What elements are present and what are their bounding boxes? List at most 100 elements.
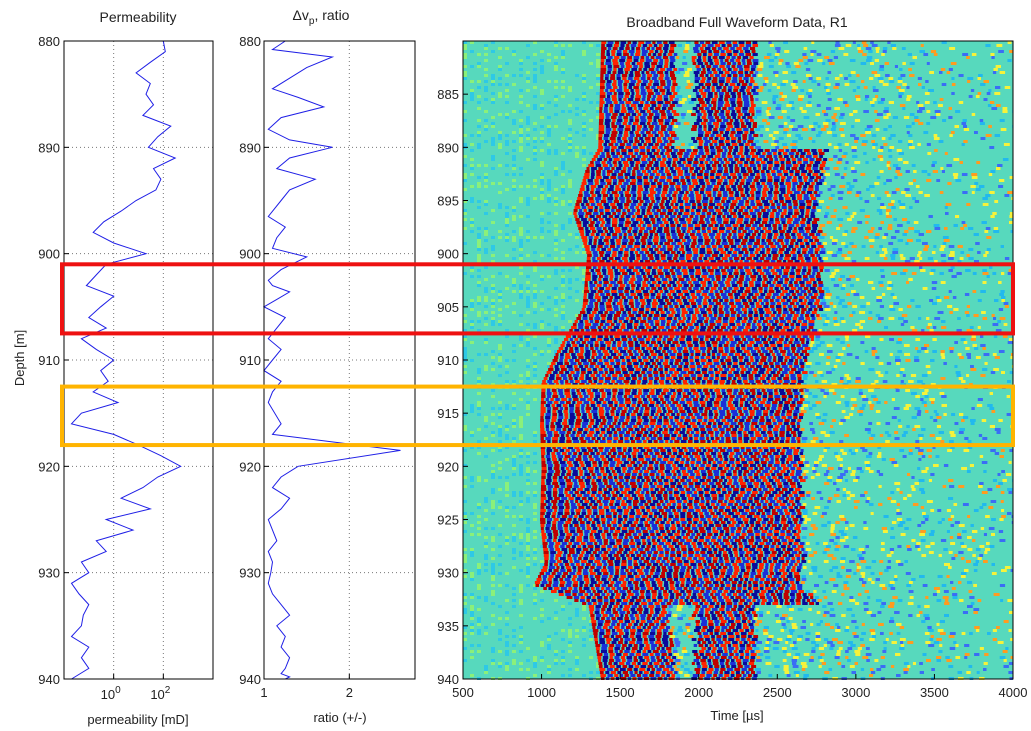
waveform-stripe (840, 275, 846, 278)
waveform-stripe (737, 317, 743, 320)
waveform-stripe (951, 92, 955, 95)
waveform-stripe (750, 203, 755, 206)
waveform-stripe (661, 92, 665, 95)
waveform-stripe (729, 83, 736, 86)
waveform-stripe (828, 143, 832, 146)
waveform-stripe (950, 251, 955, 254)
waveform-stripe (703, 299, 707, 302)
waveform-stripe (665, 215, 669, 218)
waveform-stripe (616, 203, 623, 206)
waveform-stripe (751, 326, 757, 329)
waveform-stripe (775, 305, 782, 308)
waveform-stripe (772, 137, 776, 140)
noise-cell (575, 98, 579, 101)
waveform-stripe (932, 302, 937, 305)
waveform-stripe (671, 200, 677, 203)
waveform-stripe (882, 83, 889, 86)
waveform-stripe (644, 137, 651, 140)
waveform-stripe (729, 296, 734, 299)
waveform-stripe (812, 167, 818, 170)
waveform-stripe (742, 95, 749, 98)
waveform-stripe (583, 191, 589, 194)
waveform-stripe (986, 248, 991, 251)
waveform-stripe (657, 269, 662, 272)
noise-cell (561, 110, 565, 113)
waveform-stripe (845, 161, 849, 164)
waveform-stripe (933, 245, 937, 248)
waveform-stripe (723, 203, 730, 206)
waveform-stripe (947, 182, 952, 185)
waveform-stripe (704, 176, 709, 179)
waveform-stripe (733, 89, 738, 92)
waveform-stripe (815, 194, 821, 197)
waveform-stripe (614, 194, 619, 197)
waveform-stripe (950, 266, 955, 269)
waveform-stripe (574, 329, 580, 332)
noise-cell (526, 275, 530, 278)
waveform-stripe (857, 221, 863, 224)
waveform-stripe (824, 173, 830, 176)
waveform-stripe (632, 269, 638, 272)
waveform-stripe (774, 179, 780, 182)
waveform-stripe (708, 206, 713, 209)
waveform-stripe (867, 230, 874, 233)
waveform-stripe (647, 95, 652, 98)
waveform-stripe (738, 176, 742, 179)
waveform-stripe (599, 209, 604, 212)
waveform-stripe (802, 53, 807, 56)
waveform-stripe (706, 248, 712, 251)
waveform-stripe (592, 323, 599, 326)
waveform-stripe (696, 200, 701, 203)
waveform-stripe (696, 95, 701, 98)
waveform-stripe (588, 296, 594, 299)
waveform-stripe (735, 302, 742, 305)
waveform-stripe (811, 329, 818, 332)
waveform-stripe (678, 278, 685, 281)
waveform-stripe (749, 164, 756, 167)
waveform-stripe (727, 125, 733, 128)
waveform-stripe (612, 155, 619, 158)
waveform-stripe (624, 281, 628, 284)
waveform-stripe (647, 275, 653, 278)
noise-cell (540, 104, 544, 107)
waveform-stripe (749, 284, 754, 287)
waveform-stripe (623, 302, 628, 305)
waveform-stripe (951, 77, 955, 80)
waveform-stripe (799, 200, 805, 203)
waveform-stripe (633, 56, 640, 59)
waveform-stripe (709, 119, 716, 122)
waveform-stripe (964, 293, 970, 296)
waveform-stripe (875, 47, 880, 50)
waveform-stripe (588, 182, 594, 185)
waveform-stripe (603, 239, 609, 242)
waveform-stripe (790, 278, 795, 281)
waveform-stripe (741, 125, 747, 128)
noise-cell (491, 167, 495, 170)
waveform-stripe (817, 245, 824, 248)
waveform-stripe (759, 155, 765, 158)
velocity-ratio-xlabel: ratio (+/-) (313, 710, 366, 725)
waveform-stripe (768, 65, 774, 68)
waveform-stripe (653, 275, 659, 278)
waveform-stripe (843, 152, 848, 155)
waveform-stripe (705, 179, 709, 182)
waveform-stripe (698, 260, 703, 263)
waveform-stripe (650, 311, 654, 314)
waveform-stripe (595, 293, 599, 296)
noise-cell (505, 188, 509, 191)
waveform-stripe (967, 80, 971, 83)
waveform-stripe (712, 266, 718, 269)
waveform-stripe (666, 317, 673, 320)
noise-cell (519, 254, 523, 257)
waveform-stripe (655, 68, 659, 71)
waveform-stripe (633, 245, 640, 248)
waveform-stripe (650, 308, 657, 311)
waveform-stripe (994, 299, 999, 302)
waveform-stripe (769, 320, 774, 323)
waveform-stripe (652, 140, 656, 143)
waveform-stripe (812, 152, 818, 155)
waveform-stripe (650, 71, 656, 74)
waveform-stripe (594, 302, 599, 305)
waveform-stripe (590, 227, 595, 230)
waveform-stripe (656, 149, 660, 152)
